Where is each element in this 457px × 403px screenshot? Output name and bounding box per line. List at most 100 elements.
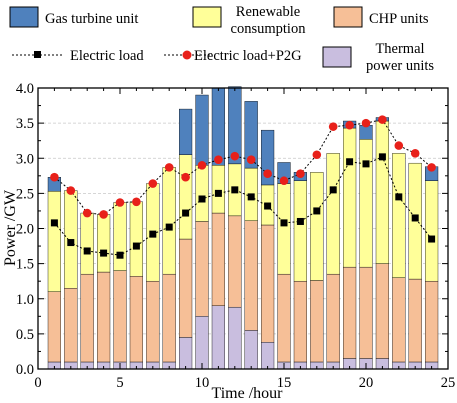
marker-electric-load [247,193,255,201]
marker-electric-load-p2g [378,115,387,124]
y-tick-label: 4.0 [16,81,34,97]
marker-electric-load-p2g [328,122,338,131]
bar-chp-units [97,271,111,363]
marker-electric-load-p2g [115,198,125,207]
bar-gas-turbine-unit [244,101,258,169]
x-tick-label: 20 [359,375,374,391]
bar-renewable-consumption [375,120,389,264]
bar-renewable-consumption [113,202,127,271]
x-tick-label: 0 [34,375,41,391]
marker-electric-load [411,214,419,222]
legend-label-electric-load: Electric load [70,48,144,64]
load-lines [50,115,436,259]
bar-chp-units [211,212,225,306]
legend-label-gas-turbine: Gas turbine unit [45,11,138,27]
bar-chp-units [228,215,242,308]
x-tick-label: 15 [277,375,292,391]
bar-renewable-consumption [359,139,373,268]
y-tick-label: 0.5 [16,327,34,343]
bar-gas-turbine-unit [195,94,209,166]
y-tick-label: 0.0 [16,362,34,378]
legend-label-thermal-line2: power units [366,58,434,74]
marker-electric-load-p2g [312,150,322,160]
bar-chp-units [113,270,127,363]
y-tick-label: 1.5 [16,257,34,273]
bar-chp-units [244,220,258,331]
bar-thermal-power-units [261,342,275,370]
marker-electric-load [231,186,239,194]
marker-electric-load-p2g [263,169,272,179]
marker-electric-load [346,158,354,166]
bar-renewable-consumption [97,214,111,273]
bar-chp-units [392,277,406,363]
marker-electric-load [67,239,75,247]
y-tick-label: 3.5 [16,116,34,132]
marker-electric-load [264,202,272,210]
y-tick-label: 2.5 [16,186,34,202]
marker-electric-load-p2g [164,163,174,172]
x-tick-label: 10 [195,375,210,391]
bar-renewable-consumption [129,201,143,277]
bar-renewable-consumption [195,165,209,222]
bar-chp-units [129,276,143,363]
y-tick-labels: 0.0 0.5 1.0 1.5 2.0 2.5 3.0 3.5 4.0 [16,81,34,378]
bar-chp-units [343,266,357,359]
bar-renewable-consumption [326,153,340,275]
marker-electric-load-p2g [214,155,223,164]
marker-electric-load-p2g [345,120,354,130]
axis-ticks [37,87,449,370]
bar-chp-units [47,291,61,363]
marker-electric-load [83,247,91,255]
legend-label-renewable-line1: Renewable [236,4,300,20]
bar-chp-units [179,238,193,338]
bar-chp-units [261,224,275,343]
marker-electric-load [132,242,140,250]
legend-label-electric-load-p2g: Electric load+P2G [194,48,302,64]
marker-electric-load-p2g [181,172,190,182]
marker-electric-load-p2g [279,176,289,186]
x-tick-labels: 0 5 10 15 20 25 [34,375,455,391]
marker-electric-load-p2g [82,208,92,218]
bar-chp-units [64,288,78,363]
bar-chp-units [195,221,209,317]
marker-electric-load-p2g [427,163,436,172]
bar-renewable-consumption [277,183,291,275]
line-electric-load-p2g [54,119,432,215]
legend-label-thermal-line1: Thermal [375,41,424,57]
marker-electric-load-p2g [99,210,108,219]
bar-renewable-consumption [293,180,307,282]
legend-swatch-renewable [192,6,222,28]
marker-electric-load [100,249,108,257]
legend-label-renewable-line2: consumption [231,21,307,37]
marker-electric-load [329,186,337,194]
bar-chp-units [359,266,373,359]
bar-thermal-power-units [195,316,209,370]
marker-electric-load [116,251,124,259]
marker-electric-load [182,209,190,217]
legend: Gas turbine unit Renewable consumption C… [9,4,434,74]
bar-chp-units [162,273,176,363]
x-tick-label: 25 [441,375,456,391]
legend-marker-electric-load-p2g [182,50,192,60]
bar-renewable-consumption [179,154,193,240]
bar-renewable-consumption [343,127,357,268]
bar-thermal-power-units [179,337,193,370]
bar-chp-units [310,280,324,363]
marker-electric-load-p2g [394,141,404,150]
marker-electric-load [313,207,321,215]
bar-renewable-consumption [392,153,406,278]
marker-electric-load [50,219,58,227]
y-axis-title: Power /GW [2,189,19,266]
marker-electric-load [362,160,370,168]
marker-electric-load-p2g [410,149,420,158]
marker-electric-load-p2g [66,186,76,195]
bar-chp-units [425,280,439,363]
bar-chp-units [408,278,422,363]
x-tick-label: 5 [116,375,123,391]
marker-electric-load [198,195,206,203]
marker-electric-load [165,223,173,231]
bar-chp-units [293,280,307,363]
marker-electric-load-p2g [148,179,158,188]
bar-chp-units [277,273,291,363]
